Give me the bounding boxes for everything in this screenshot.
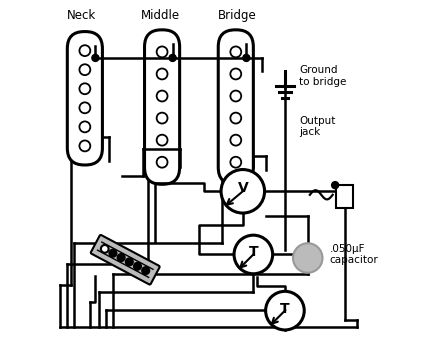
Circle shape [169, 54, 176, 61]
Circle shape [266, 291, 304, 330]
Circle shape [134, 263, 141, 270]
Circle shape [293, 243, 323, 273]
Text: Middle: Middle [141, 9, 180, 22]
FancyBboxPatch shape [144, 30, 180, 184]
Circle shape [221, 170, 264, 213]
Text: Bridge: Bridge [218, 9, 257, 22]
FancyBboxPatch shape [218, 30, 253, 184]
Circle shape [231, 91, 241, 101]
Text: Ground
to bridge: Ground to bridge [299, 65, 346, 87]
Circle shape [243, 54, 250, 61]
Circle shape [92, 54, 99, 61]
Circle shape [142, 267, 150, 274]
FancyBboxPatch shape [67, 32, 103, 165]
Circle shape [117, 254, 125, 261]
Circle shape [157, 46, 168, 57]
Circle shape [80, 121, 90, 132]
Circle shape [231, 113, 241, 124]
FancyBboxPatch shape [91, 235, 160, 285]
Circle shape [231, 135, 241, 146]
Text: Output
jack: Output jack [299, 116, 335, 138]
Circle shape [109, 249, 117, 257]
Circle shape [231, 46, 241, 57]
Circle shape [332, 181, 339, 188]
Circle shape [80, 102, 90, 113]
Circle shape [157, 157, 168, 168]
Circle shape [80, 64, 90, 75]
Bar [336, 185, 353, 208]
Circle shape [80, 83, 90, 94]
Text: .050μF
capacitor: .050μF capacitor [330, 244, 378, 265]
Circle shape [157, 113, 168, 124]
Text: T: T [249, 245, 258, 259]
Circle shape [234, 235, 273, 274]
Circle shape [80, 45, 90, 56]
Text: V: V [238, 181, 248, 196]
Circle shape [125, 258, 133, 266]
Text: T: T [280, 302, 290, 316]
Text: Neck: Neck [67, 9, 96, 22]
Circle shape [157, 135, 168, 146]
Circle shape [80, 140, 90, 151]
Circle shape [101, 245, 109, 253]
Circle shape [157, 68, 168, 79]
Circle shape [231, 68, 241, 79]
Circle shape [157, 91, 168, 101]
Circle shape [231, 157, 241, 168]
